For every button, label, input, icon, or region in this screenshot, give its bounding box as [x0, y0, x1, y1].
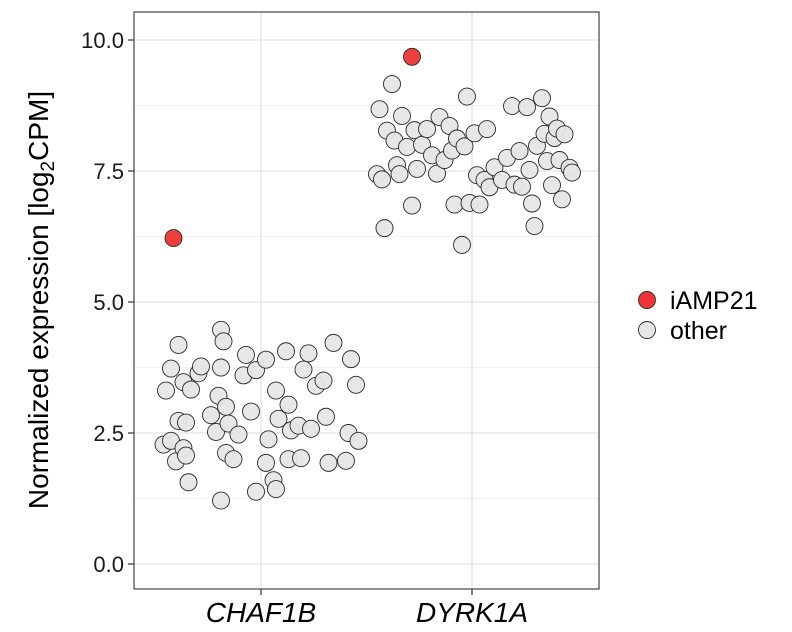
y-axis: 0.0 2.5 5.0 7.5 10.0: [81, 28, 134, 577]
point-other: [279, 395, 298, 414]
point-other: [375, 219, 394, 238]
point-other: [455, 137, 474, 156]
legend-key-other: [638, 321, 656, 339]
point-other: [428, 164, 446, 183]
point-other: [403, 196, 421, 215]
point-other: [390, 165, 409, 184]
point-other: [470, 195, 489, 214]
point-other: [563, 163, 581, 182]
point-other: [518, 98, 536, 117]
point-other: [269, 409, 288, 428]
point-other: [525, 217, 544, 235]
point-other: [162, 359, 180, 378]
point-other: [292, 449, 310, 468]
point-other: [299, 344, 318, 363]
point-other: [319, 453, 338, 472]
point-other: [259, 430, 278, 449]
y-tick-label: 0.0: [93, 552, 124, 577]
point-other: [294, 360, 313, 379]
point-other: [157, 381, 175, 400]
point-other: [179, 473, 198, 492]
plot-panel-border: [133, 11, 600, 590]
point-other: [398, 137, 416, 156]
point-other: [553, 190, 571, 209]
point-other: [169, 336, 188, 354]
point-other: [267, 381, 285, 400]
point-other: [182, 380, 200, 399]
point-other: [314, 371, 333, 390]
point-other: [267, 480, 285, 499]
legend-label: other: [670, 317, 727, 345]
x-axis: CHAF1B DYRK1A: [206, 589, 528, 628]
y-tick-label: 7.5: [93, 159, 124, 184]
point-other: [478, 120, 496, 139]
point-other: [229, 425, 248, 444]
point-other: [349, 431, 368, 450]
point-other: [342, 350, 360, 369]
point-other: [202, 406, 220, 425]
point-other: [373, 170, 391, 189]
point-other: [555, 125, 574, 144]
point-other: [520, 161, 539, 179]
point-other: [337, 451, 355, 470]
point-other: [177, 413, 195, 432]
point-other: [212, 358, 230, 377]
point-other: [543, 176, 561, 195]
minor-gridlines: [134, 105, 599, 499]
point-other: [453, 235, 471, 254]
legend-label: iAMP21: [670, 287, 758, 315]
point-iamp21: [164, 229, 183, 248]
point-other: [523, 194, 541, 213]
point-other: [207, 423, 225, 441]
point-other: [445, 195, 464, 214]
point-other: [224, 450, 243, 469]
point-other: [510, 142, 529, 161]
x-category-label: CHAF1B: [206, 597, 316, 628]
legend-key-iamp21: [638, 291, 656, 309]
point-other: [418, 120, 436, 139]
point-other: [324, 333, 343, 352]
point-other: [257, 350, 275, 369]
point-other: [212, 491, 230, 510]
y-tick-label: 10.0: [81, 28, 124, 53]
point-other: [383, 75, 401, 93]
point-other: [458, 87, 476, 106]
point-other: [302, 419, 320, 438]
point-other: [513, 177, 531, 196]
x-category-label: DYRK1A: [416, 597, 528, 628]
point-other: [192, 357, 210, 376]
point-other: [242, 402, 260, 421]
data-points: [154, 47, 581, 510]
point-other: [237, 345, 255, 364]
point-other: [408, 159, 426, 178]
point-other: [393, 107, 411, 125]
y-axis-title: Normalized expression [log2CPM]: [23, 91, 59, 509]
point-iamp21: [403, 47, 421, 66]
point-other: [247, 482, 265, 501]
point-other: [257, 453, 275, 472]
point-other: [317, 407, 335, 426]
y-tick-label: 2.5: [93, 421, 124, 446]
point-other: [177, 446, 195, 465]
point-other: [370, 100, 389, 119]
point-other: [533, 89, 551, 108]
point-other: [217, 397, 235, 416]
point-other: [277, 342, 295, 361]
y-tick-label: 5.0: [93, 290, 124, 315]
point-other: [214, 332, 233, 351]
point-other: [503, 97, 521, 115]
point-other: [347, 375, 365, 394]
